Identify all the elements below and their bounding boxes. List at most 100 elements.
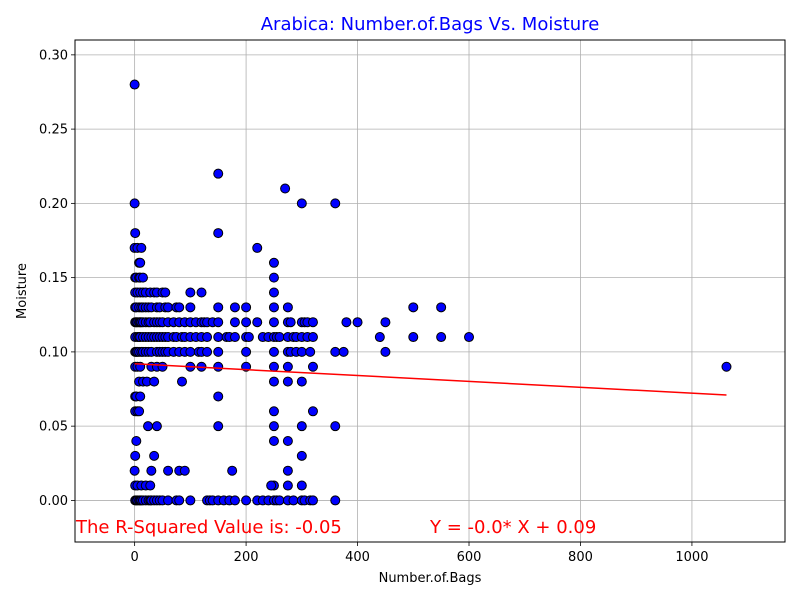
data-point	[177, 376, 188, 387]
data-point	[268, 361, 279, 372]
data-point	[408, 302, 419, 313]
data-point	[282, 361, 293, 372]
data-point	[213, 421, 224, 432]
data-point	[285, 317, 296, 328]
data-point	[268, 421, 279, 432]
data-point	[330, 198, 341, 209]
data-point	[296, 198, 307, 209]
data-point	[229, 332, 240, 343]
data-point	[330, 346, 341, 357]
scatter-points	[129, 79, 732, 506]
data-point	[268, 376, 279, 387]
data-point	[274, 495, 285, 506]
data-point	[160, 287, 171, 298]
x-tick-label: 400	[345, 550, 370, 565]
data-point	[149, 376, 160, 387]
data-point	[129, 198, 140, 209]
data-point	[241, 302, 252, 313]
y-tick-label: 0.30	[39, 48, 68, 63]
y-tick-label: 0.15	[39, 271, 68, 286]
data-point	[227, 465, 238, 476]
data-point	[305, 346, 316, 357]
data-point	[352, 317, 363, 328]
data-point	[280, 183, 291, 194]
data-point	[268, 346, 279, 357]
data-point	[380, 317, 391, 328]
data-point	[282, 465, 293, 476]
data-point	[330, 495, 341, 506]
data-point	[185, 495, 196, 506]
data-point	[213, 391, 224, 402]
data-point	[307, 495, 318, 506]
plot-frame	[74, 39, 786, 543]
data-point	[296, 346, 307, 357]
x-tick-label: 600	[457, 550, 482, 565]
data-point	[252, 242, 263, 253]
data-point	[408, 332, 419, 343]
data-point	[268, 287, 279, 298]
data-point	[307, 406, 318, 417]
data-point	[213, 228, 224, 239]
data-point	[174, 302, 185, 313]
data-point	[341, 317, 352, 328]
data-point	[135, 391, 146, 402]
data-point	[307, 317, 318, 328]
data-point	[252, 317, 263, 328]
data-point	[288, 495, 299, 506]
data-point	[130, 450, 141, 461]
y-axis-ticks: 0.00 0.05 0.10 0.15 0.20 0.25 0.30	[39, 48, 75, 509]
data-point	[268, 302, 279, 313]
data-point	[721, 361, 732, 372]
data-point	[137, 272, 148, 283]
data-point	[241, 346, 252, 357]
x-tick-label: 1000	[675, 550, 708, 565]
data-point	[268, 272, 279, 283]
data-point	[282, 436, 293, 447]
data-point	[130, 228, 141, 239]
data-point	[268, 257, 279, 268]
data-point	[307, 361, 318, 372]
data-point	[145, 480, 156, 491]
data-point	[163, 465, 174, 476]
y-tick-label: 0.25	[39, 123, 68, 138]
data-point	[241, 495, 252, 506]
grid-lines	[75, 40, 785, 542]
data-point	[213, 317, 224, 328]
data-point	[241, 317, 252, 328]
data-point	[243, 332, 254, 343]
data-point	[196, 287, 207, 298]
data-point	[185, 287, 196, 298]
data-point	[157, 361, 168, 372]
data-point	[436, 302, 447, 313]
data-point	[464, 332, 475, 343]
data-point	[296, 450, 307, 461]
y-tick-label: 0.05	[39, 420, 68, 435]
data-point	[151, 421, 162, 432]
data-point	[229, 317, 240, 328]
data-point	[213, 302, 224, 313]
regression-equation-annotation: Y = -0.0* X + 0.09	[429, 517, 596, 538]
x-tick-label: 800	[568, 550, 593, 565]
chart-title: Arabica: Number.of.Bags Vs. Moisture	[261, 14, 600, 35]
data-point	[268, 317, 279, 328]
data-point	[163, 495, 174, 506]
y-tick-label: 0.20	[39, 197, 68, 212]
data-point	[213, 332, 224, 343]
data-point	[213, 168, 224, 179]
x-tick-label: 200	[234, 550, 259, 565]
data-point	[129, 465, 140, 476]
data-point	[213, 346, 224, 357]
data-point	[296, 421, 307, 432]
data-point	[296, 376, 307, 387]
data-point	[330, 421, 341, 432]
data-point	[134, 406, 145, 417]
regression-line	[134, 363, 727, 396]
data-point	[282, 376, 293, 387]
data-point	[135, 257, 146, 268]
data-point	[282, 480, 293, 491]
data-point	[380, 346, 391, 357]
data-point	[229, 495, 240, 506]
data-point	[136, 242, 147, 253]
